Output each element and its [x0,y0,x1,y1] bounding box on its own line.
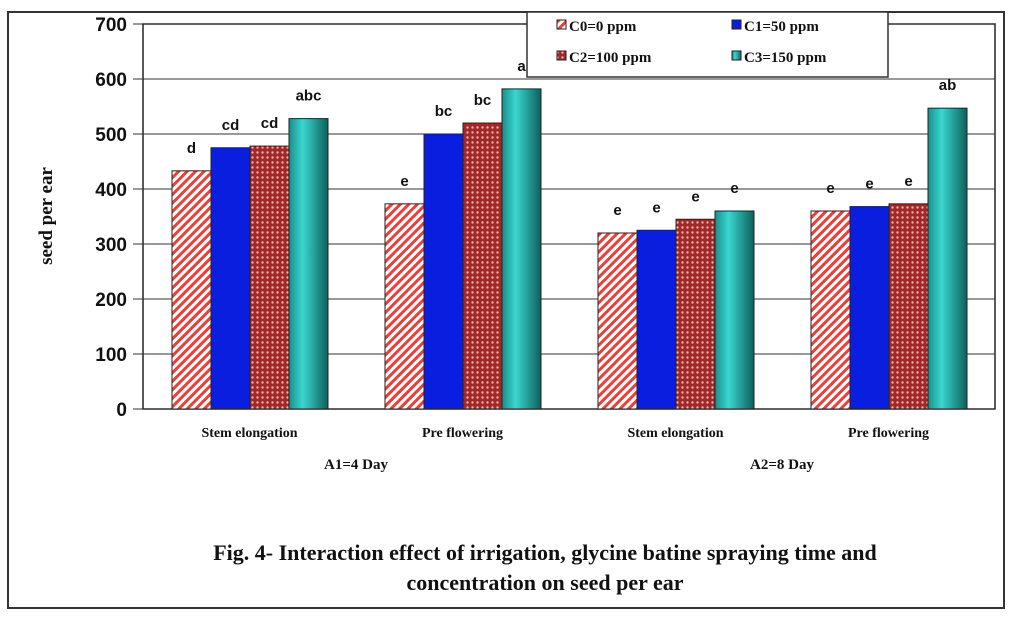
y-tick-label: 0 [116,400,127,421]
x-tick-label: Stem elongation [201,426,297,441]
significance-label: e [400,173,408,190]
significance-label: bc [474,92,492,109]
bar-c3 [288,118,329,410]
legend-swatch [731,19,742,30]
legend: C0=0 ppm C1=50 ppm C2=100 ppm C3=150 ppm [526,11,889,78]
significance-label: ab [939,77,957,94]
bar-c2 [462,122,503,410]
y-tick-label: 400 [95,180,127,201]
legend-label: C0=0 ppm [569,19,637,35]
legend-label: C2=100 ppm [569,50,652,66]
significance-label: e [865,176,873,193]
y-tick-label: 200 [95,290,127,311]
group-label: A2=8 Day [750,457,814,473]
significance-label: a [517,58,526,75]
y-tick-label: 600 [95,70,127,91]
significance-label: d [187,140,196,157]
bar-c3 [714,210,755,410]
legend-label: C1=50 ppm [744,19,819,35]
significance-label: e [730,180,738,197]
legend-label: C3=150 ppm [744,50,827,66]
significance-label: e [826,180,834,197]
bar-c1 [636,229,677,410]
legend-swatch [556,19,567,30]
significance-label: cd [222,117,240,134]
significance-label: bc [435,103,453,120]
bar-c1 [849,206,890,410]
bar-c2 [249,145,290,410]
bar-c0 [597,232,638,410]
x-tick-label: Pre flowering [848,426,929,441]
y-tick-label: 100 [95,345,127,366]
significance-label: e [652,199,660,216]
bar-c2 [888,203,929,410]
y-tick-label: 500 [95,125,127,146]
significance-label: e [613,202,621,219]
bar-c2 [675,218,716,410]
caption-line-1: Fig. 4- Interaction effect of irrigation… [213,540,877,565]
significance-label: cd [261,115,279,132]
significance-label: e [691,188,699,205]
y-tick-label: 300 [95,235,127,256]
bar-c3 [501,88,542,410]
bar-c1 [210,147,251,410]
significance-label: e [904,173,912,190]
bar-c0 [384,203,425,410]
bar-c0 [810,210,851,410]
significance-label: abc [296,88,322,105]
x-tick-label: Pre flowering [422,426,503,441]
bar-c3 [927,107,968,410]
figure-frame [7,11,1005,609]
y-axis-label: seed per ear [36,167,57,265]
caption-line-2: concentration on seed per ear [407,570,684,595]
legend-swatch [556,50,567,61]
bar-c1 [423,133,464,410]
bar-c0 [171,170,212,410]
legend-swatch [731,50,742,61]
group-label: A1=4 Day [324,457,388,473]
x-tick-label: Stem elongation [627,426,723,441]
y-tick-label: 700 [95,15,127,36]
